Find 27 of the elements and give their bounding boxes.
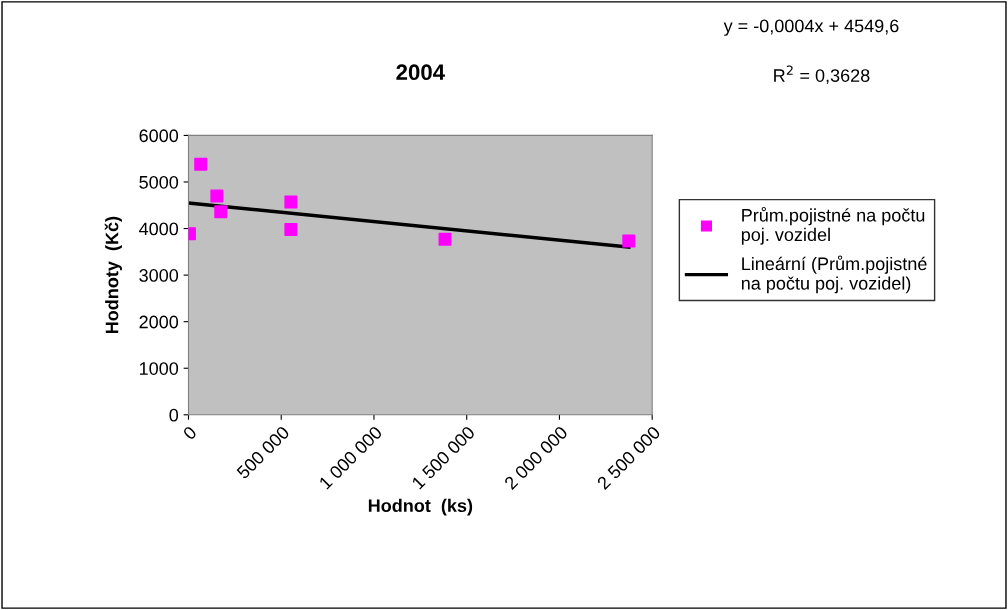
point [284, 195, 298, 209]
legend-label: Lineární (Prům.pojistné na počtu poj. vozidel) [741, 255, 927, 294]
legend-label: Prům.pojistné na počtu poj. vozidel [741, 206, 925, 245]
y-tick-label: 0 [169, 408, 179, 422]
point [194, 157, 208, 171]
y-tick-label: 1000 [139, 362, 179, 375]
x-tick-label: 1 500 000 [411, 425, 476, 490]
y-tick-label: 2000 [139, 315, 179, 329]
text: R$^{2}$ = 0,3628 [774, 65, 870, 85]
y-tick-label: 5000 [139, 175, 179, 189]
point [284, 222, 298, 236]
point [214, 205, 228, 219]
point [438, 232, 452, 246]
x-tick-label: 1 000 000 [318, 425, 383, 490]
x-tick-label: 2 500 000 [596, 425, 662, 491]
y-tick-label: 6000 [139, 129, 179, 143]
point [210, 189, 224, 203]
y-axis-title: Hodnoty (Kč) [104, 216, 122, 334]
x-tick-label: 500 000 [235, 425, 291, 480]
point [622, 234, 636, 248]
y-tick-label: 3000 [139, 269, 179, 282]
y-tick-label: 4000 [139, 222, 179, 236]
x-axis-title: Hodnot (ks) [368, 498, 473, 516]
x-tick-label: 0 [182, 425, 198, 441]
text: y = -0,0004x + 4549,6 [723, 19, 899, 36]
x-tick-label: 2 000 000 [503, 425, 569, 491]
chart-title: 2004 [396, 64, 445, 81]
